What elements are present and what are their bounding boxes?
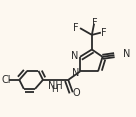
Text: F: F: [73, 23, 79, 33]
Text: Cl: Cl: [2, 75, 11, 85]
Text: F: F: [101, 28, 107, 38]
Text: O: O: [72, 88, 80, 98]
Text: N: N: [123, 49, 130, 59]
Text: N: N: [71, 51, 78, 61]
Text: NH: NH: [48, 81, 62, 91]
Text: F: F: [92, 18, 98, 27]
Text: H: H: [52, 86, 58, 95]
Text: N: N: [72, 68, 79, 78]
